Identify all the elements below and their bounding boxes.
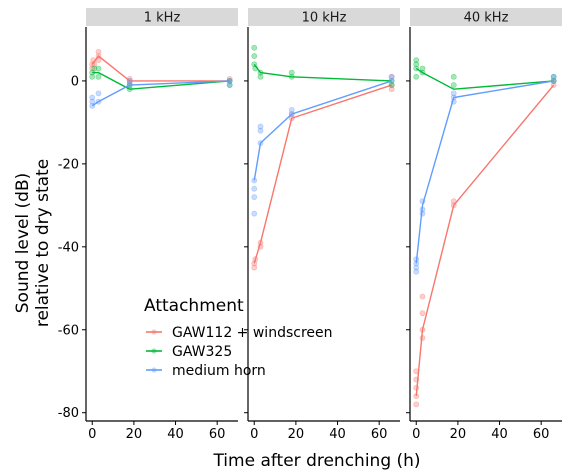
data-point-gaw112-windscreen [413,401,420,408]
series-line-medium-horn [91,80,230,107]
series-line-gaw112-windscreen [253,84,392,264]
series-line-gaw325 [92,71,230,90]
series-line-medium-horn [253,80,392,181]
data-point-gaw325 [288,69,295,76]
series-line-gaw325 [415,67,554,90]
x-tick-label: 40 [491,427,508,442]
legend-point-swatch [151,329,157,335]
data-point-medium-horn [89,94,96,101]
data-point-medium-horn [450,90,457,97]
data-point-medium-horn [226,82,233,88]
data-point-gaw325 [251,53,258,59]
data-point-gaw325 [419,65,426,72]
data-point-gaw112-windscreen [388,82,395,88]
data-point-gaw325 [95,65,102,72]
data-point-gaw325 [257,73,264,80]
data-point-gaw325 [550,73,557,80]
data-point-medium-horn [257,127,264,134]
data-point-gaw325 [450,82,457,88]
y-tick-label: -60 [58,323,79,338]
data-point-gaw325 [413,73,420,80]
y-tick-label: 0 [71,74,79,89]
legend-label: medium horn [172,363,266,379]
x-axis-label: Time after drenching (h) [212,451,420,471]
data-point-medium-horn [288,107,295,113]
data-point-gaw325 [95,73,102,80]
series-line-gaw325 [253,63,392,82]
legend-item: GAW325 [146,344,232,360]
data-point-medium-horn [251,185,258,192]
x-tick-label: 40 [167,427,184,442]
data-point-medium-horn [388,73,395,80]
legend-item: GAW112 + windscreen [146,325,333,341]
data-point-gaw112-windscreen [251,264,258,271]
data-point-gaw112-windscreen [251,260,258,267]
y-axis-label-line2: relative to dry state [33,159,53,327]
data-point-gaw112-windscreen [419,310,426,317]
legend-point-swatch [151,348,157,354]
panels-layer: 1 kHz 0 20 40 60 0 -20 -40 -60 -80 10 kHz 0 20 40 60 40… [58,8,562,442]
data-point-gaw325 [89,73,96,80]
data-point-gaw325 [226,82,233,88]
y-tick-label: -20 [58,157,79,172]
x-tick-label: 20 [126,427,143,442]
x-tick-label: 0 [412,427,420,442]
x-tick-label: 40 [329,427,346,442]
legend-label: GAW112 + windscreen [172,325,333,341]
data-point-gaw325 [388,82,395,88]
x-tick-label: 60 [209,427,226,442]
legend-label: GAW325 [172,344,232,360]
facet-strip-label: 40 kHz [464,11,509,26]
legend-point-swatch [151,367,157,373]
x-tick-label: 20 [450,427,467,442]
facet-strip-label: 1 kHz [144,11,181,26]
marks-layer [89,44,557,408]
data-point-medium-horn [126,78,133,84]
x-tick-label: 0 [88,427,96,442]
data-point-gaw112-windscreen [419,293,426,300]
data-point-medium-horn [251,210,258,217]
facet-strip-label: 10 kHz [302,11,347,26]
facet-strip [410,8,562,26]
data-point-medium-horn [388,78,395,84]
y-axis-label-line1: Sound level (dB) [13,173,33,313]
data-point-medium-horn [251,194,258,200]
data-point-gaw112-windscreen [388,86,395,93]
data-point-medium-horn [550,73,557,80]
data-point-gaw325 [251,44,258,51]
data-point-medium-horn [257,123,264,130]
x-tick-label: 60 [371,427,388,442]
facet-strip [248,8,400,26]
y-tick-label: -40 [58,240,79,255]
series-line-gaw112-windscreen [415,84,555,397]
data-point-gaw325 [91,65,98,72]
data-point-medium-horn [89,98,96,105]
data-point-gaw112-windscreen [388,73,395,80]
series-line-medium-horn [415,80,554,264]
x-tick-label: 20 [288,427,305,442]
data-point-gaw325 [413,57,420,64]
x-tick-label: 60 [533,427,550,442]
y-tick-label: -80 [58,406,79,421]
data-point-gaw112-windscreen [95,48,102,55]
data-point-medium-horn [95,90,102,97]
facet-strip [86,8,238,26]
data-point-gaw325 [450,73,457,80]
data-point-gaw325 [413,61,420,68]
legend-item: medium horn [146,363,266,379]
x-tick-label: 0 [250,427,258,442]
data-point-gaw112-windscreen [89,65,96,72]
series-line-gaw112-windscreen [91,55,230,82]
data-point-medium-horn [413,268,420,275]
legend-title: Attachment [144,296,244,316]
legend: Attachment GAW112 + windscreen GAW325 mediu… [144,296,333,379]
data-point-medium-horn [413,264,420,271]
